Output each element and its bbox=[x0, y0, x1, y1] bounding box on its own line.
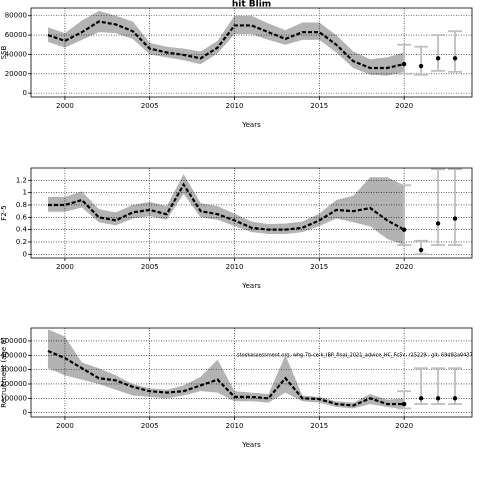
x-axis-label: Years bbox=[241, 121, 261, 129]
x-tick-label: 2005 bbox=[141, 263, 159, 271]
projection-point bbox=[401, 401, 407, 407]
y-axis-label: F2-5 bbox=[0, 205, 8, 220]
x-tick-label: 2000 bbox=[56, 102, 74, 110]
y-tick-label: 400000 bbox=[0, 351, 27, 359]
x-tick-label: 2020 bbox=[395, 263, 413, 271]
projection-point bbox=[435, 221, 441, 226]
projection-point bbox=[401, 227, 407, 232]
y-tick-label: 1 bbox=[23, 189, 27, 197]
x-tick-label: 2010 bbox=[226, 263, 244, 271]
projection-point bbox=[401, 61, 407, 67]
estimate-line bbox=[47, 182, 405, 231]
y-tick-label: 60000 bbox=[5, 31, 27, 39]
x-tick-label: 2005 bbox=[141, 422, 159, 430]
confidence-band bbox=[47, 329, 405, 410]
y-tick-label: 0 bbox=[23, 89, 27, 97]
projection-point bbox=[452, 56, 458, 61]
y-tick-label: 500000 bbox=[0, 337, 27, 345]
plot-frame bbox=[30, 167, 473, 259]
x-tick-label: 2015 bbox=[310, 422, 328, 430]
x-tick-label: 2000 bbox=[56, 263, 74, 271]
x-tick-label: 2020 bbox=[395, 422, 413, 430]
y-tick-label: 100000 bbox=[0, 394, 27, 402]
estimate-line bbox=[47, 20, 405, 70]
projection-point bbox=[435, 396, 441, 401]
x-tick-label: 2015 bbox=[310, 263, 328, 271]
projection-point bbox=[418, 247, 424, 253]
y-tick-label: 0.6 bbox=[16, 213, 28, 221]
projection-point bbox=[452, 396, 458, 401]
estimate-line bbox=[47, 349, 405, 407]
x-tick-label: 2005 bbox=[141, 102, 159, 110]
x-tick-label: 2010 bbox=[226, 102, 244, 110]
y-tick-label: 0.8 bbox=[16, 201, 27, 209]
annotation: stockassessment.org, whg.7b-ce-k_IBP_fin… bbox=[237, 353, 473, 359]
chart-title: hit Blim bbox=[232, 0, 271, 10]
x-tick-label: 2000 bbox=[56, 422, 74, 430]
y-tick-label: 200000 bbox=[0, 380, 27, 388]
y-tick-label: 300000 bbox=[0, 366, 27, 374]
y-axis-label: SSB bbox=[0, 45, 8, 59]
y-tick-label: 40000 bbox=[5, 50, 27, 58]
projection-point bbox=[418, 396, 424, 401]
y-tick-label: 0.2 bbox=[16, 238, 27, 246]
x-axis-label: Years bbox=[241, 441, 261, 449]
plot-frame bbox=[30, 327, 473, 418]
x-axis-label: Years bbox=[241, 282, 261, 290]
x-tick-label: 2015 bbox=[310, 102, 328, 110]
x-tick-label: 2020 bbox=[395, 102, 413, 110]
plot-frame bbox=[30, 7, 473, 98]
projection-point bbox=[435, 56, 441, 61]
y-tick-label: 20000 bbox=[5, 70, 27, 78]
projection-point bbox=[452, 216, 458, 221]
y-tick-label: 80000 bbox=[5, 12, 27, 20]
projection-point bbox=[418, 63, 424, 69]
y-tick-label: 0 bbox=[23, 409, 27, 417]
y-axis-label: Recruitment (age 0) bbox=[0, 337, 8, 408]
x-tick-label: 2010 bbox=[226, 422, 244, 430]
y-tick-label: 1.2 bbox=[16, 176, 27, 184]
y-tick-label: 0.4 bbox=[16, 226, 28, 234]
y-tick-label: 0 bbox=[23, 250, 27, 258]
confidence-band bbox=[47, 174, 405, 246]
confidence-band bbox=[47, 10, 405, 76]
